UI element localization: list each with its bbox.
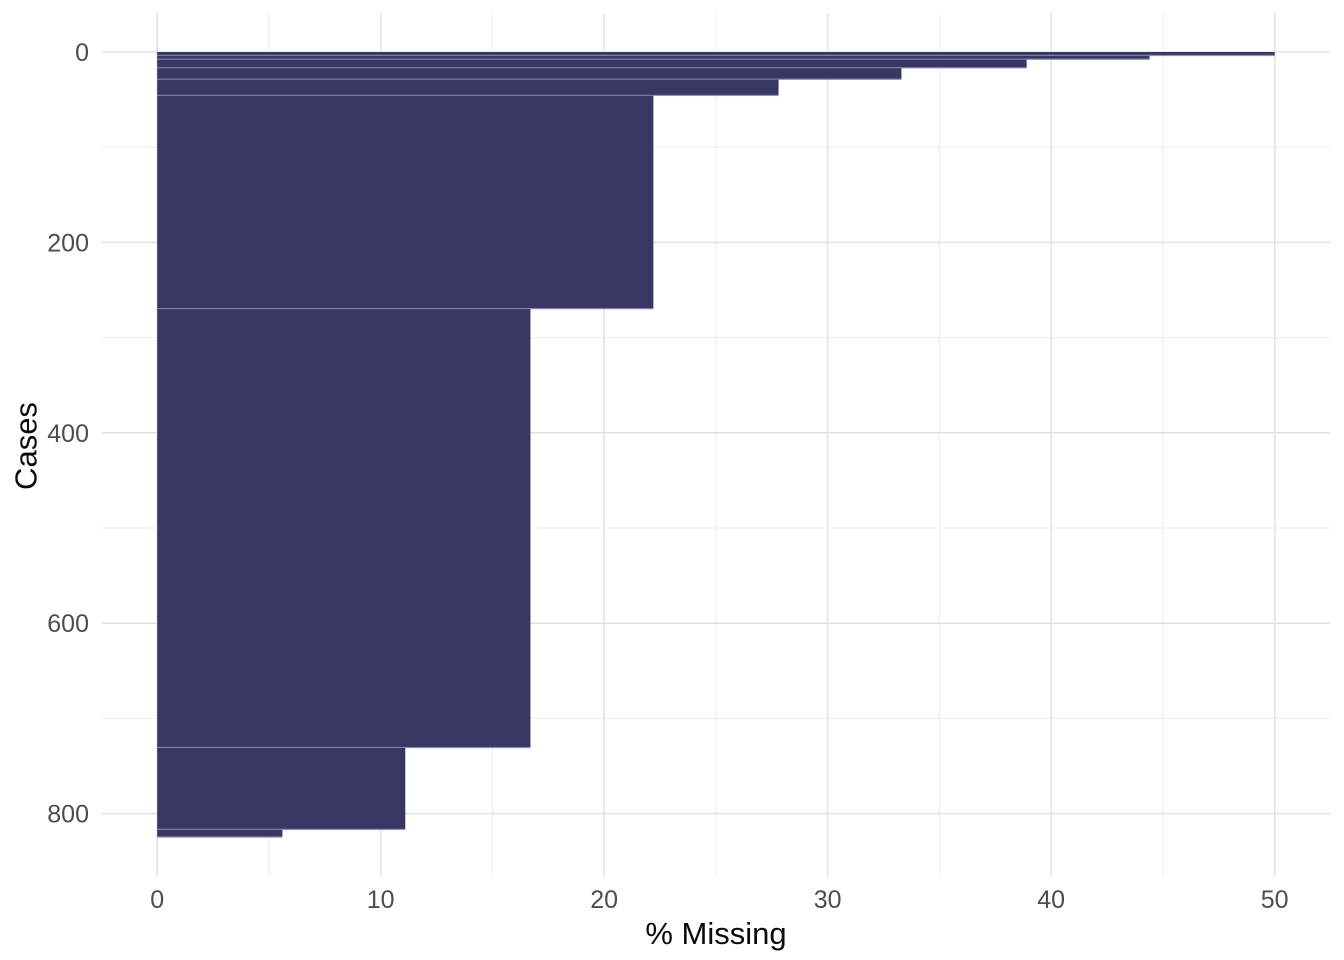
bar-segment-edge xyxy=(157,78,902,80)
bar-segment-edge xyxy=(157,836,283,838)
y-tick-label: 800 xyxy=(47,801,89,829)
bar-segment-edge xyxy=(157,746,531,749)
bar-segment-edge xyxy=(157,58,1150,60)
bar-segment-edge xyxy=(157,67,1027,69)
bar-segment-edge xyxy=(157,94,779,97)
bar-segment xyxy=(157,68,902,80)
x-axis-title: % Missing xyxy=(645,916,787,951)
bar-segment xyxy=(157,79,779,96)
bar-segment-edge xyxy=(157,828,406,831)
x-tick-label: 0 xyxy=(150,886,164,914)
y-axis-title: Cases xyxy=(8,402,44,490)
bar-segment-edge xyxy=(157,54,1275,57)
x-tick-label: 30 xyxy=(814,886,842,914)
y-tick-label: 400 xyxy=(47,420,89,448)
x-tick-label: 10 xyxy=(367,886,395,914)
bar-segment-edge xyxy=(157,308,654,310)
x-tick-label: 20 xyxy=(590,886,618,914)
y-tick-label: 200 xyxy=(47,229,89,257)
bar-segment xyxy=(157,55,1150,60)
bar-segment xyxy=(157,309,531,748)
bar-segment xyxy=(157,747,406,830)
x-tick-label: 40 xyxy=(1037,886,1065,914)
bar-segment xyxy=(157,829,283,838)
y-tick-label: 600 xyxy=(47,610,89,638)
y-tick-label: 0 xyxy=(75,39,89,67)
bar-segment xyxy=(157,95,654,310)
bar-segment xyxy=(157,52,1275,56)
x-tick-label: 50 xyxy=(1261,886,1289,914)
bar-segment xyxy=(157,59,1027,69)
